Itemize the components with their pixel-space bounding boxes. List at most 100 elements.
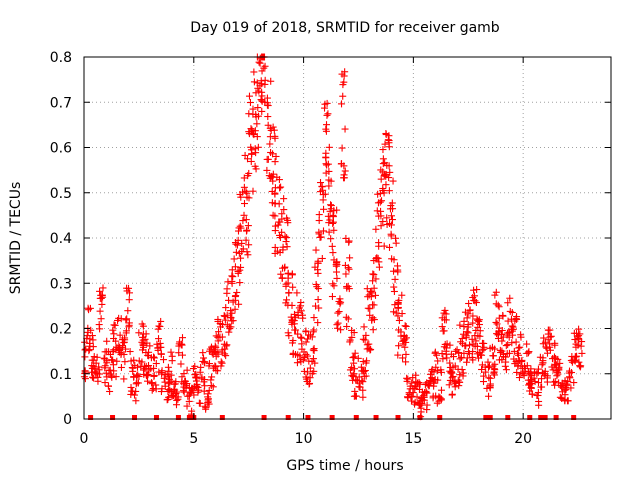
data-point xyxy=(244,251,252,259)
data-point xyxy=(473,350,481,358)
data-point xyxy=(299,314,307,322)
data-point xyxy=(350,370,358,378)
data-point xyxy=(150,354,158,362)
data-point xyxy=(277,183,285,191)
data-point xyxy=(240,174,248,182)
data-point xyxy=(352,392,360,400)
data-point xyxy=(318,254,326,262)
data-point xyxy=(400,336,408,344)
data-point xyxy=(241,151,249,159)
data-point xyxy=(371,291,379,299)
data-point xyxy=(96,307,104,315)
zero-marker xyxy=(487,415,493,420)
data-point xyxy=(105,382,113,390)
data-point xyxy=(479,378,487,386)
zero-marker xyxy=(395,415,401,420)
data-point xyxy=(362,372,370,380)
data-point xyxy=(251,127,259,135)
zero-marker xyxy=(305,415,311,420)
data-point xyxy=(311,359,319,367)
data-point xyxy=(333,206,341,214)
data-point xyxy=(498,356,506,364)
zero-marker xyxy=(505,415,511,420)
data-point xyxy=(152,360,160,368)
data-point xyxy=(374,254,382,262)
data-point xyxy=(200,359,208,367)
data-point xyxy=(319,227,327,235)
zero-marker xyxy=(553,415,559,420)
data-point xyxy=(267,77,275,85)
data-point xyxy=(337,326,345,334)
data-point xyxy=(409,389,417,397)
data-point xyxy=(245,241,253,249)
data-point xyxy=(309,328,317,336)
data-point xyxy=(181,377,189,385)
data-point xyxy=(240,183,248,191)
data-point xyxy=(302,338,310,346)
data-point xyxy=(261,76,269,84)
data-point xyxy=(543,349,551,357)
data-point xyxy=(350,353,358,361)
data-point xyxy=(348,326,356,334)
data-point xyxy=(468,353,476,361)
data-point xyxy=(459,369,467,377)
data-point xyxy=(142,330,150,338)
data-point xyxy=(117,349,125,357)
data-point xyxy=(141,335,149,343)
y-tick-label-0-1: 0.1 xyxy=(50,367,72,383)
data-point xyxy=(505,349,513,357)
data-point xyxy=(367,345,375,353)
data-point xyxy=(395,316,403,324)
data-point xyxy=(91,365,99,373)
data-point xyxy=(116,331,124,339)
chart-title: Day 019 of 2018, SRMTID for receiver gam… xyxy=(190,20,500,36)
data-point xyxy=(472,299,480,307)
data-point xyxy=(438,314,446,322)
data-point xyxy=(499,333,507,341)
data-point xyxy=(183,402,191,410)
data-point xyxy=(456,321,464,329)
data-point xyxy=(434,367,442,375)
data-point xyxy=(469,319,477,327)
data-point xyxy=(316,233,324,241)
data-point xyxy=(306,364,314,372)
data-point xyxy=(535,401,543,409)
data-point xyxy=(196,399,204,407)
data-point xyxy=(127,390,135,398)
data-point xyxy=(280,195,288,203)
data-point xyxy=(417,404,425,412)
data-point xyxy=(175,349,183,357)
data-point xyxy=(345,238,353,246)
data-point xyxy=(349,371,357,379)
data-point xyxy=(364,304,372,312)
data-point xyxy=(377,222,385,230)
zero-marker xyxy=(329,415,335,420)
data-point xyxy=(321,100,329,108)
data-point xyxy=(289,283,297,291)
data-point xyxy=(474,316,482,324)
data-point xyxy=(566,367,574,375)
data-point xyxy=(160,356,168,364)
data-point xyxy=(164,395,172,403)
data-point xyxy=(570,379,578,387)
data-point xyxy=(282,299,290,307)
y-tick-label-0-5: 0.5 xyxy=(50,186,72,202)
data-point xyxy=(237,254,245,262)
data-point xyxy=(130,373,138,381)
data-point xyxy=(290,317,298,325)
data-point xyxy=(294,330,302,338)
data-point xyxy=(498,347,506,355)
data-point xyxy=(89,343,97,351)
data-point xyxy=(217,358,225,366)
data-point xyxy=(228,266,236,274)
data-point xyxy=(271,158,279,166)
data-point xyxy=(340,174,348,182)
data-point xyxy=(465,300,473,308)
data-point xyxy=(387,230,395,238)
data-point xyxy=(384,136,392,144)
x-tick-label-0: 0 xyxy=(80,431,89,447)
data-point xyxy=(189,365,197,373)
data-point xyxy=(416,401,424,409)
data-point xyxy=(449,372,457,380)
data-point xyxy=(266,140,274,148)
